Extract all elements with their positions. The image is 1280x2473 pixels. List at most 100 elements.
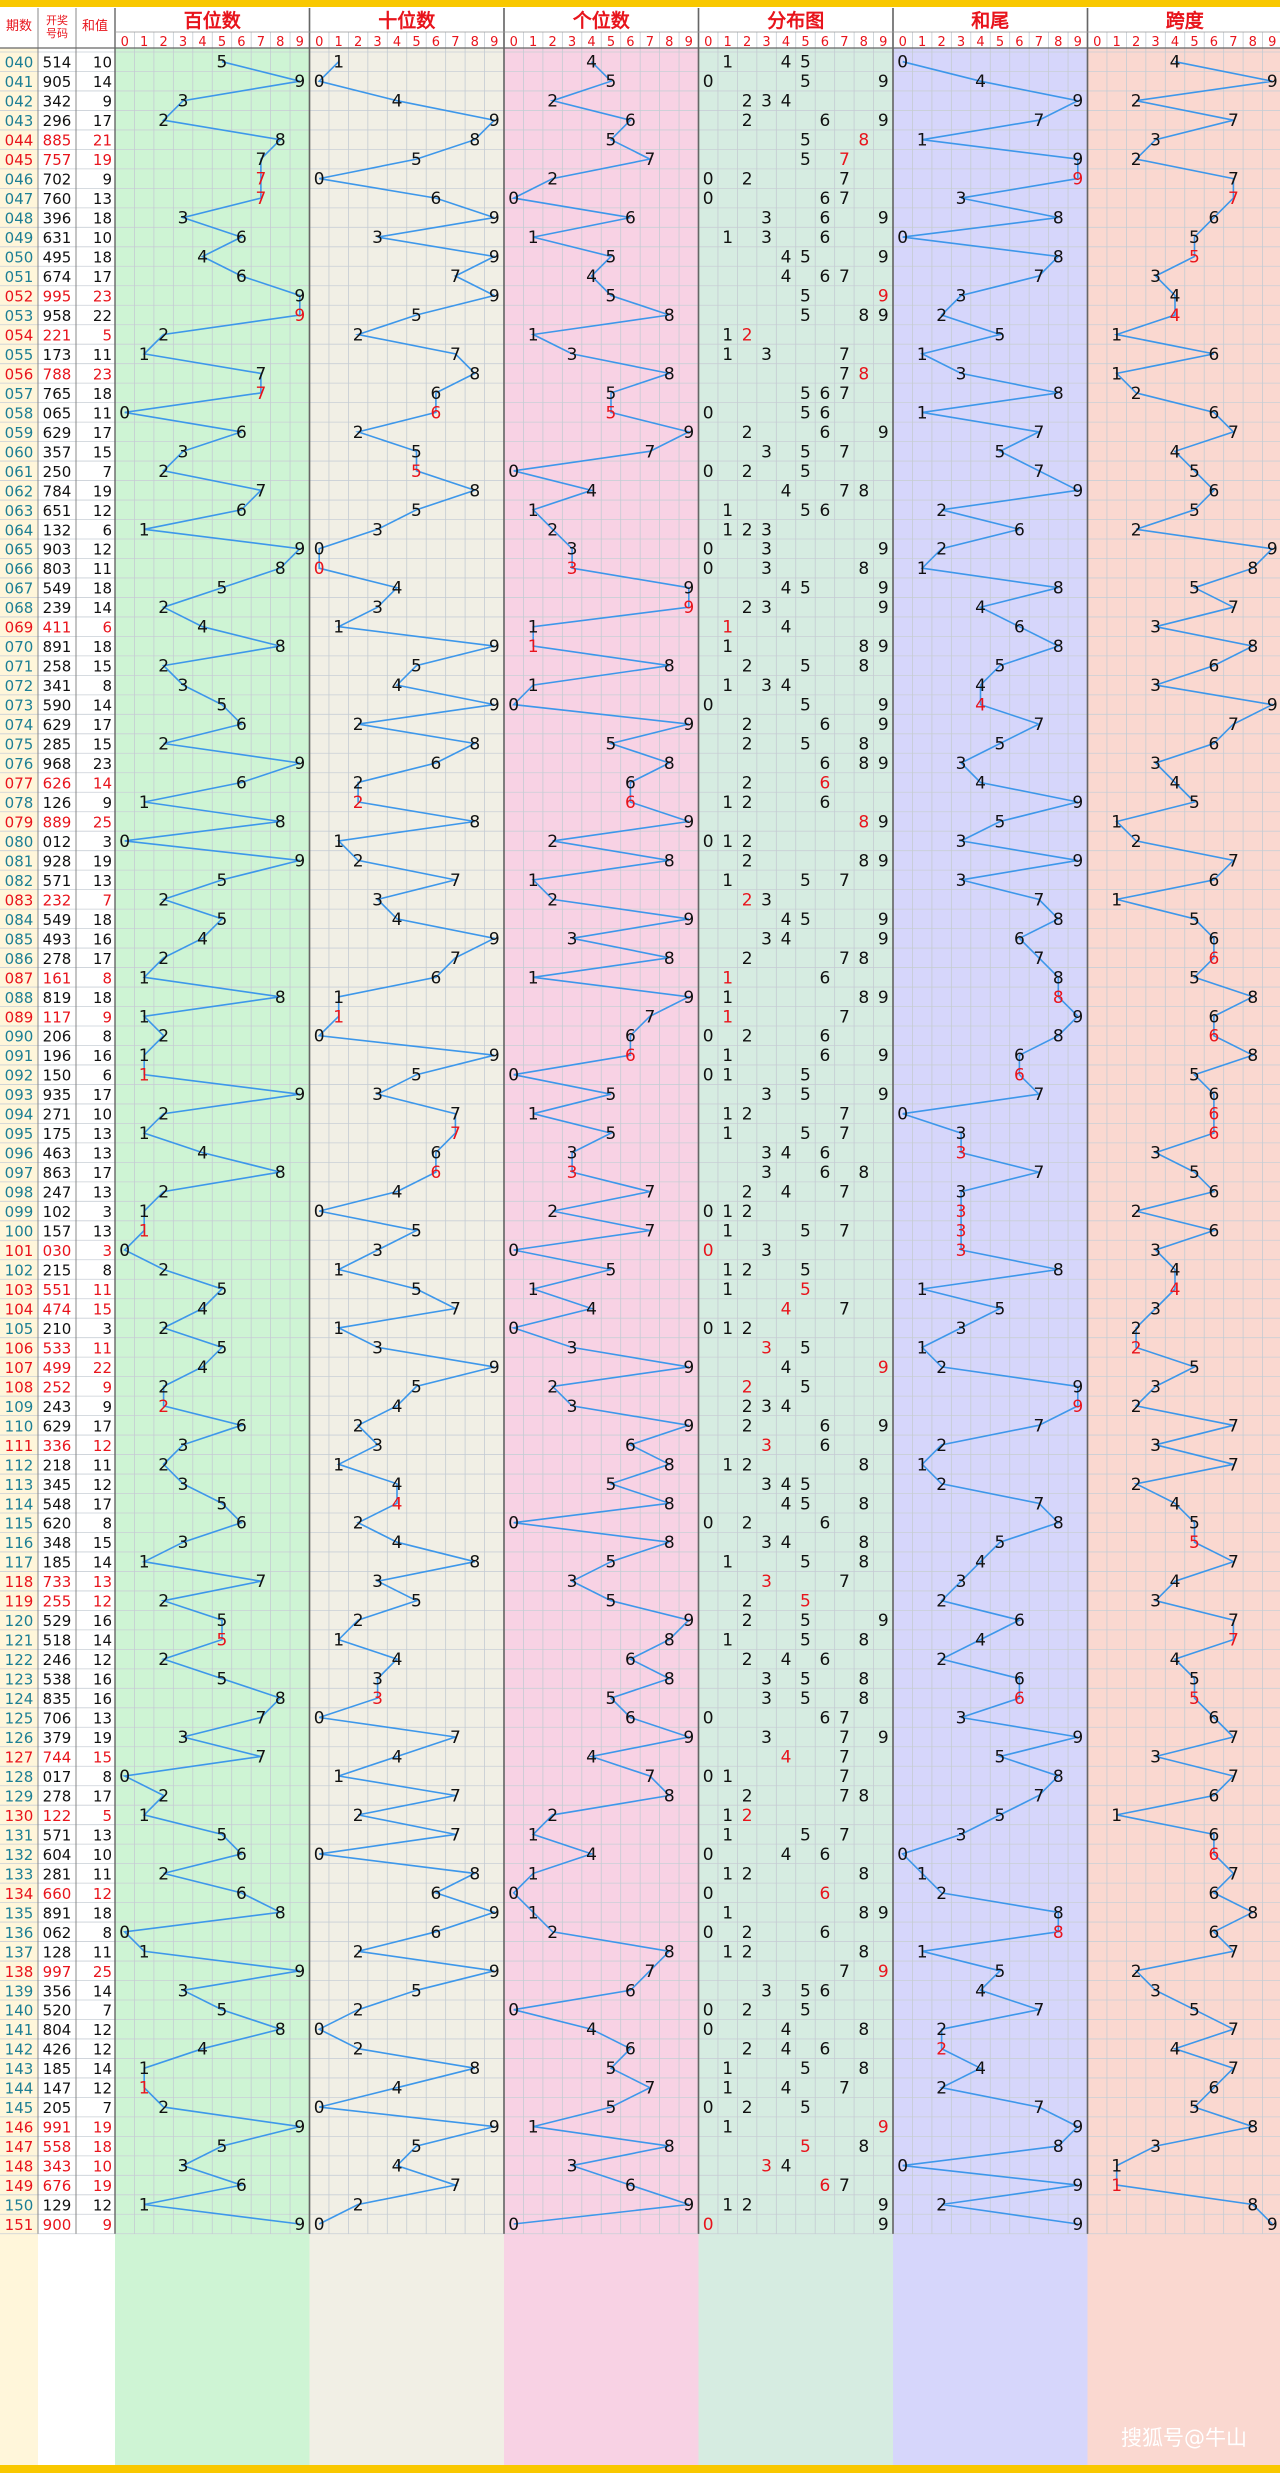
series-4-mark: 2 (1131, 1475, 1142, 1495)
distribution-mark: 8 (858, 1864, 869, 1884)
sum-label: 18 (93, 249, 112, 267)
distribution-mark: 4 (781, 1358, 792, 1378)
series-1-mark: 0 (314, 1202, 325, 1222)
distribution-mark: 0 (703, 832, 714, 852)
series-2-mark: 0 (508, 2215, 519, 2235)
series-4-mark: 4 (1170, 1280, 1181, 1300)
series-4-mark: 7 (1228, 1728, 1239, 1748)
distribution-mark: 4 (781, 1183, 792, 1203)
series-2-mark: 3 (567, 1397, 578, 1417)
distribution-mark: 3 (761, 1981, 772, 2001)
issue-label: 097 (5, 1164, 34, 1182)
number-label: 030 (43, 1242, 72, 1260)
number-label: 157 (43, 1223, 72, 1241)
series-0-mark: 8 (275, 1163, 286, 1183)
issue-label: 085 (5, 930, 34, 948)
distribution-mark: 1 (722, 1124, 733, 1144)
sum-label: 19 (93, 852, 112, 870)
number-label: 549 (43, 911, 72, 929)
sum-label: 12 (93, 2197, 112, 2215)
series-2-mark: 3 (567, 1163, 578, 1183)
series-2-mark: 5 (606, 384, 617, 404)
digit-header: 0 (704, 35, 712, 50)
distribution-mark: 1 (722, 1105, 733, 1125)
series-1-mark: 4 (392, 2157, 403, 2177)
series-4-mark: 3 (1150, 676, 1161, 696)
series-2-mark: 6 (625, 1981, 636, 2001)
issue-label: 081 (5, 852, 34, 870)
series-1-mark: 8 (469, 131, 480, 151)
series-3-mark: 7 (1033, 462, 1044, 482)
section-title-3: 分布图 (767, 9, 824, 32)
distribution-mark: 3 (761, 345, 772, 365)
distribution-mark: 0 (703, 1027, 714, 1047)
series-3-mark: 5 (995, 442, 1006, 462)
series-4-mark: 4 (1170, 1572, 1181, 1592)
series-4-mark: 7 (1228, 1416, 1239, 1436)
series-2-mark: 6 (625, 793, 636, 813)
series-1-mark: 6 (431, 754, 442, 774)
distribution-mark: 8 (858, 481, 869, 501)
series-2-mark: 5 (606, 1261, 617, 1281)
series-3-mark: 8 (1053, 384, 1064, 404)
issue-label: 083 (5, 891, 34, 909)
series-4-mark: 3 (1150, 1377, 1161, 1397)
distribution-mark: 4 (781, 1650, 792, 1670)
series-2-mark: 2 (547, 832, 558, 852)
series-2-mark: 7 (644, 1962, 655, 1982)
number-label: 426 (43, 2041, 72, 2059)
sum-label: 8 (102, 969, 112, 987)
distribution-mark: 0 (703, 1845, 714, 1865)
sum-label: 14 (93, 1982, 112, 2000)
distribution-mark: 7 (839, 1222, 850, 1242)
distribution-mark: 7 (839, 1007, 850, 1027)
issue-label: 124 (5, 1690, 34, 1708)
series-1-mark: 5 (411, 1592, 422, 1612)
distribution-mark: 2 (742, 890, 753, 910)
issue-label: 149 (5, 2177, 34, 2195)
series-1-mark: 0 (314, 2020, 325, 2040)
series-2-mark: 6 (625, 1436, 636, 1456)
distribution-mark: 9 (878, 715, 889, 735)
distribution-mark: 5 (800, 1124, 811, 1144)
series-3-mark: 9 (1072, 1007, 1083, 1027)
series-4-mark: 1 (1111, 812, 1122, 832)
series-3-mark: 2 (936, 1358, 947, 1378)
distribution-mark: 9 (878, 2215, 889, 2235)
series-3-mark: 8 (1053, 988, 1064, 1008)
distribution-mark: 5 (800, 2137, 811, 2157)
series-3-mark: 3 (956, 1202, 967, 1222)
series-4-mark: 3 (1150, 2137, 1161, 2157)
series-1-mark: 3 (372, 1572, 383, 1592)
distribution-mark: 1 (722, 618, 733, 638)
sum-label: 16 (93, 1612, 112, 1630)
series-0-mark: 6 (236, 228, 247, 248)
series-3-mark: 8 (1053, 1767, 1064, 1787)
series-0-mark: 1 (139, 793, 150, 813)
sum-label: 15 (93, 736, 112, 754)
number-label: 065 (43, 404, 72, 422)
series-4-mark: 6 (1209, 209, 1220, 229)
sum-label: 17 (93, 268, 112, 286)
series-3-mark: 4 (975, 1553, 986, 1573)
series-3-mark: 0 (897, 228, 908, 248)
distribution-mark: 3 (761, 1436, 772, 1456)
series-3-mark: 2 (936, 2020, 947, 2040)
distribution-mark: 4 (781, 267, 792, 287)
series-3-mark: 1 (917, 1338, 928, 1358)
distribution-mark: 2 (742, 949, 753, 969)
distribution-mark: 3 (761, 92, 772, 112)
series-4-mark: 5 (1189, 1358, 1200, 1378)
sum-label: 17 (93, 1787, 112, 1805)
issue-label: 122 (5, 1651, 34, 1669)
series-4-mark: 7 (1228, 715, 1239, 735)
digit-header: 5 (801, 35, 809, 50)
digit-header: 5 (607, 35, 615, 50)
series-0-mark: 2 (158, 2098, 169, 2118)
series-1-mark: 0 (314, 2215, 325, 2235)
issue-label: 054 (5, 326, 34, 344)
distribution-mark: 9 (878, 2196, 889, 2216)
number-label: 891 (43, 1904, 72, 1922)
distribution-mark: 5 (800, 1066, 811, 1086)
